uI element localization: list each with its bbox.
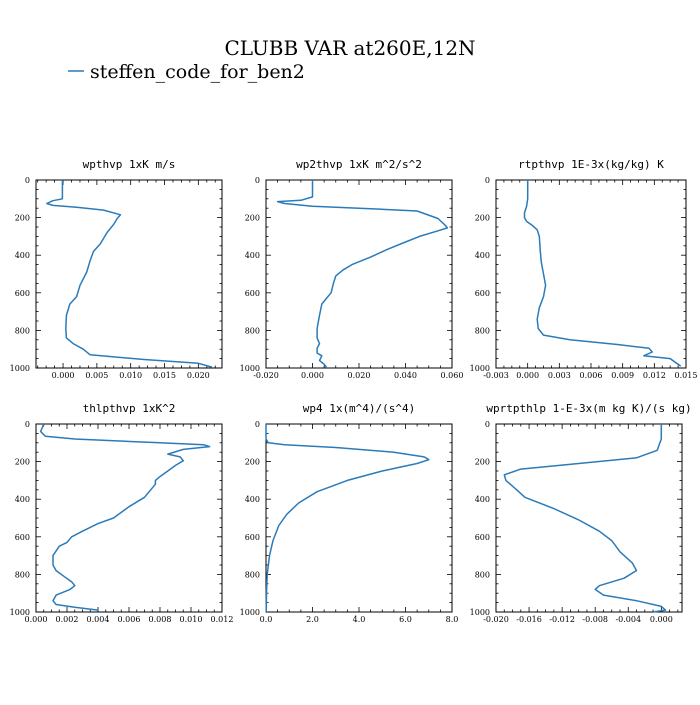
y-tick-label: 1000: [470, 364, 490, 373]
y-tick-label: 600: [15, 289, 30, 298]
x-tick-label: 0.009: [611, 371, 634, 380]
x-tick-label: 0.002: [56, 615, 79, 624]
y-tick-label: 200: [15, 458, 30, 467]
y-tick-label: 0: [25, 420, 30, 429]
series-line: [276, 180, 449, 368]
y-tick-label: 0: [25, 176, 30, 185]
y-tick-label: 1000: [10, 364, 30, 373]
panel-3: rtpthvp 1E-3x(kg/kg) K -0.003 0.000 0.003 0.…: [470, 158, 698, 380]
series-line: [503, 424, 667, 613]
plot-frame: [35, 179, 223, 369]
x-tick-label: -0.003: [483, 371, 509, 380]
y-tick-label: 200: [245, 214, 260, 223]
x-tick-label: 0.015: [675, 371, 698, 380]
x-tick-label: 0.020: [348, 371, 371, 380]
x-tick-label: 0.000: [25, 615, 48, 624]
y-tick-label: 800: [15, 326, 30, 335]
x-tick-label: 8.0: [446, 615, 459, 624]
y-tick-label: 600: [245, 533, 260, 542]
panel-title: wprtpthlp 1-E-3x(m kg K)/(s kg): [486, 402, 691, 415]
y-tick-label: 800: [245, 570, 260, 579]
y-tick-label: 600: [245, 289, 260, 298]
series-line: [523, 180, 682, 367]
y-tick-label: 600: [15, 533, 30, 542]
x-tick-label: -0.016: [516, 615, 542, 624]
x-tick-label: 0.005: [85, 371, 108, 380]
x-tick-label: -0.004: [615, 615, 641, 624]
x-tick-label: 4.0: [353, 615, 366, 624]
y-tick-label: 600: [475, 533, 490, 542]
x-tick-label: 0.020: [187, 371, 210, 380]
series-line: [39, 423, 211, 611]
series-line: [265, 424, 430, 613]
y-tick-label: 1000: [240, 608, 260, 617]
y-tick-label: 400: [245, 495, 260, 504]
x-tick-label: 0.003: [548, 371, 571, 380]
x-tick-label: 0.010: [119, 371, 142, 380]
x-tick-label: 0.000: [301, 371, 324, 380]
y-tick-label: 600: [475, 289, 490, 298]
y-tick-label: 1000: [470, 608, 490, 617]
panel-title: rtpthvp 1E-3x(kg/kg) K: [518, 158, 664, 171]
x-tick-label: 0.015: [153, 371, 176, 380]
panel-4: thlpthvp 1xK^2 0.000 0.002 0.004 0.006 0.008 0…: [10, 402, 234, 624]
x-tick-label: -0.020: [483, 615, 509, 624]
y-tick-label: 200: [15, 214, 30, 223]
y-tick-label: 200: [475, 214, 490, 223]
x-tick-label: 0.006: [580, 371, 603, 380]
x-tick-label: -0.020: [253, 371, 279, 380]
x-tick-label: 2.0: [306, 615, 319, 624]
x-tick-label: 0.012: [211, 615, 234, 624]
plot-frame: [495, 179, 687, 369]
x-tick-label: 0.040: [394, 371, 417, 380]
x-tick-label: 0.012: [643, 371, 666, 380]
x-tick-label: -0.008: [582, 615, 608, 624]
x-tick-label: 0.004: [87, 615, 110, 624]
y-tick-label: 0: [485, 176, 490, 185]
y-tick-label: 800: [475, 326, 490, 335]
panel-2: wp2thvp 1xK m^2/s^2 -0.020 0.000 0.020 0.040…: [240, 158, 464, 380]
figure-title: CLUBB VAR at260E,12N: [224, 36, 475, 60]
x-tick-label: 0.000: [516, 371, 539, 380]
x-tick-label: 0.0: [260, 615, 273, 624]
y-tick-label: 400: [475, 495, 490, 504]
panel-title: wp4 1x(m^4)/(s^4): [303, 402, 416, 415]
y-tick-label: 800: [475, 570, 490, 579]
x-tick-label: 0.010: [180, 615, 203, 624]
y-tick-label: 400: [475, 251, 490, 260]
y-tick-label: 1000: [240, 364, 260, 373]
panel-5: wp4 1x(m^4)/(s^4) 0.0 2.0 4.0 6.0 8.0 0 200 400 6…: [240, 402, 459, 624]
x-tick-label: 6.0: [399, 615, 412, 624]
x-tick-label: 0.008: [149, 615, 172, 624]
y-tick-label: 800: [245, 326, 260, 335]
panel-title: thlpthvp 1xK^2: [83, 402, 176, 415]
x-tick-label: 0.000: [52, 371, 75, 380]
panel-1: wpthvp 1xK m/s 0.000 0.005 0.010 0.015 0.020 0…: [10, 158, 223, 380]
y-tick-label: 200: [245, 458, 260, 467]
legend: steffen_code_for_ben2: [68, 61, 305, 83]
x-tick-label: 0.000: [650, 615, 673, 624]
y-tick-label: 800: [15, 570, 30, 579]
panel-title: wp2thvp 1xK m^2/s^2: [296, 158, 422, 171]
y-tick-label: 400: [15, 251, 30, 260]
y-tick-label: 400: [245, 251, 260, 260]
y-tick-label: 0: [485, 420, 490, 429]
x-tick-label: -0.012: [549, 615, 575, 624]
x-tick-label: 0.006: [118, 615, 141, 624]
plot-frame: [265, 423, 453, 613]
panel-6: wprtpthlp 1-E-3x(m kg K)/(s kg) -0.020 -0.…: [470, 402, 692, 624]
y-tick-label: 1000: [10, 608, 30, 617]
y-tick-label: 200: [475, 458, 490, 467]
legend-label: steffen_code_for_ben2: [90, 61, 305, 83]
x-tick-label: 0.060: [441, 371, 464, 380]
y-tick-label: 400: [15, 495, 30, 504]
panels: wpthvp 1xK m/s0.000 0.005 0.010 0.015 0.0200…: [10, 158, 698, 624]
panel-title: wpthvp 1xK m/s: [83, 158, 176, 171]
y-tick-label: 0: [255, 176, 260, 185]
plot-frame: [35, 423, 223, 613]
series-line: [46, 180, 213, 368]
y-tick-label: 0: [255, 420, 260, 429]
